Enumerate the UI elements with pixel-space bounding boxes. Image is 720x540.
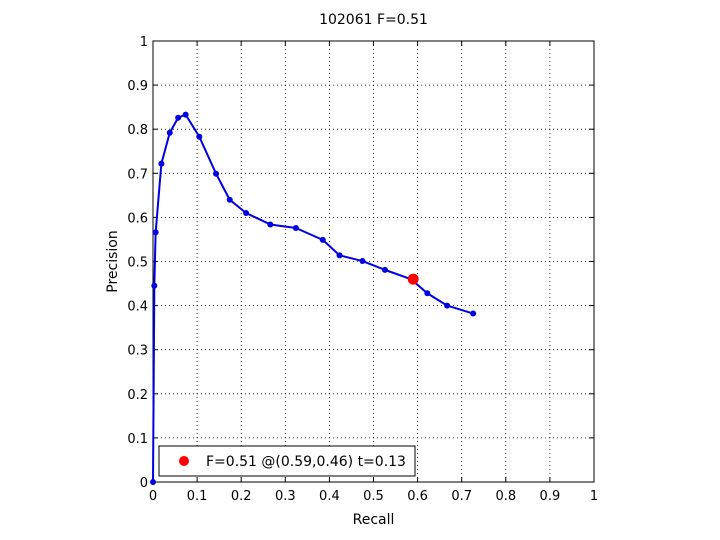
legend-label: F=0.51 @(0.59,0.46) t=0.13 (206, 454, 406, 470)
x-tick-label: 0.7 (451, 489, 472, 504)
axis-ticks: 0 0.1 0.2 0.3 0.4 0.5 0.6 0.7 0.8 0.9 1 0 0.1 0.2 0.3 0… (127, 35, 598, 504)
data-point (359, 258, 366, 265)
grid-lines (153, 41, 594, 482)
data-point (152, 229, 159, 236)
data-point (226, 196, 233, 203)
data-point (150, 479, 156, 485)
x-axis-title: Recall (353, 512, 395, 528)
data-point (470, 310, 477, 317)
x-tick-label: 0.1 (187, 489, 208, 504)
x-tick-label: 0.4 (319, 489, 340, 504)
x-tick-label: 0 (149, 489, 157, 504)
y-tick-label: 0.1 (127, 432, 148, 447)
y-tick-label: 0.2 (127, 388, 148, 403)
x-tick-label: 0.8 (495, 489, 516, 504)
legend: F=0.51 @(0.59,0.46) t=0.13 (158, 445, 416, 477)
y-tick-label: 0 (140, 476, 148, 491)
y-tick-label: 0.3 (127, 344, 148, 359)
x-tick-label: 0.2 (231, 489, 252, 504)
x-tick-label: 1 (590, 489, 598, 504)
y-tick-label: 0.8 (127, 123, 148, 138)
data-point (381, 266, 388, 273)
y-tick-label: 1 (140, 35, 148, 50)
data-point (175, 114, 182, 121)
data-point (267, 221, 274, 228)
data-point (151, 282, 158, 289)
x-tick-label: 0.3 (275, 489, 296, 504)
legend-box (158, 445, 416, 477)
y-tick-label: 0.9 (127, 79, 148, 94)
data-point (182, 111, 189, 118)
data-point (243, 209, 250, 216)
data-point (444, 302, 451, 309)
data-point (166, 129, 173, 136)
y-tick-label: 0.5 (127, 256, 148, 271)
data-point (292, 224, 299, 231)
series-layer (150, 111, 477, 485)
chart-title: 102061 F=0.51 (319, 12, 428, 28)
data-point (319, 236, 326, 243)
legend-marker (179, 456, 189, 466)
y-tick-label: 0.6 (127, 211, 148, 226)
y-tick-label: 0.4 (127, 300, 148, 315)
data-point (424, 290, 431, 297)
series-line (152, 113, 474, 483)
x-tick-label: 0.6 (407, 489, 428, 504)
y-tick-label: 0.7 (127, 167, 148, 182)
x-tick-label: 0.9 (540, 489, 561, 504)
data-point (196, 133, 203, 140)
best-f-point (407, 273, 419, 285)
y-axis-title: Precision (105, 230, 121, 292)
data-point (158, 160, 165, 167)
data-point (336, 252, 343, 259)
data-point (213, 170, 220, 177)
x-tick-label: 0.5 (363, 489, 384, 504)
